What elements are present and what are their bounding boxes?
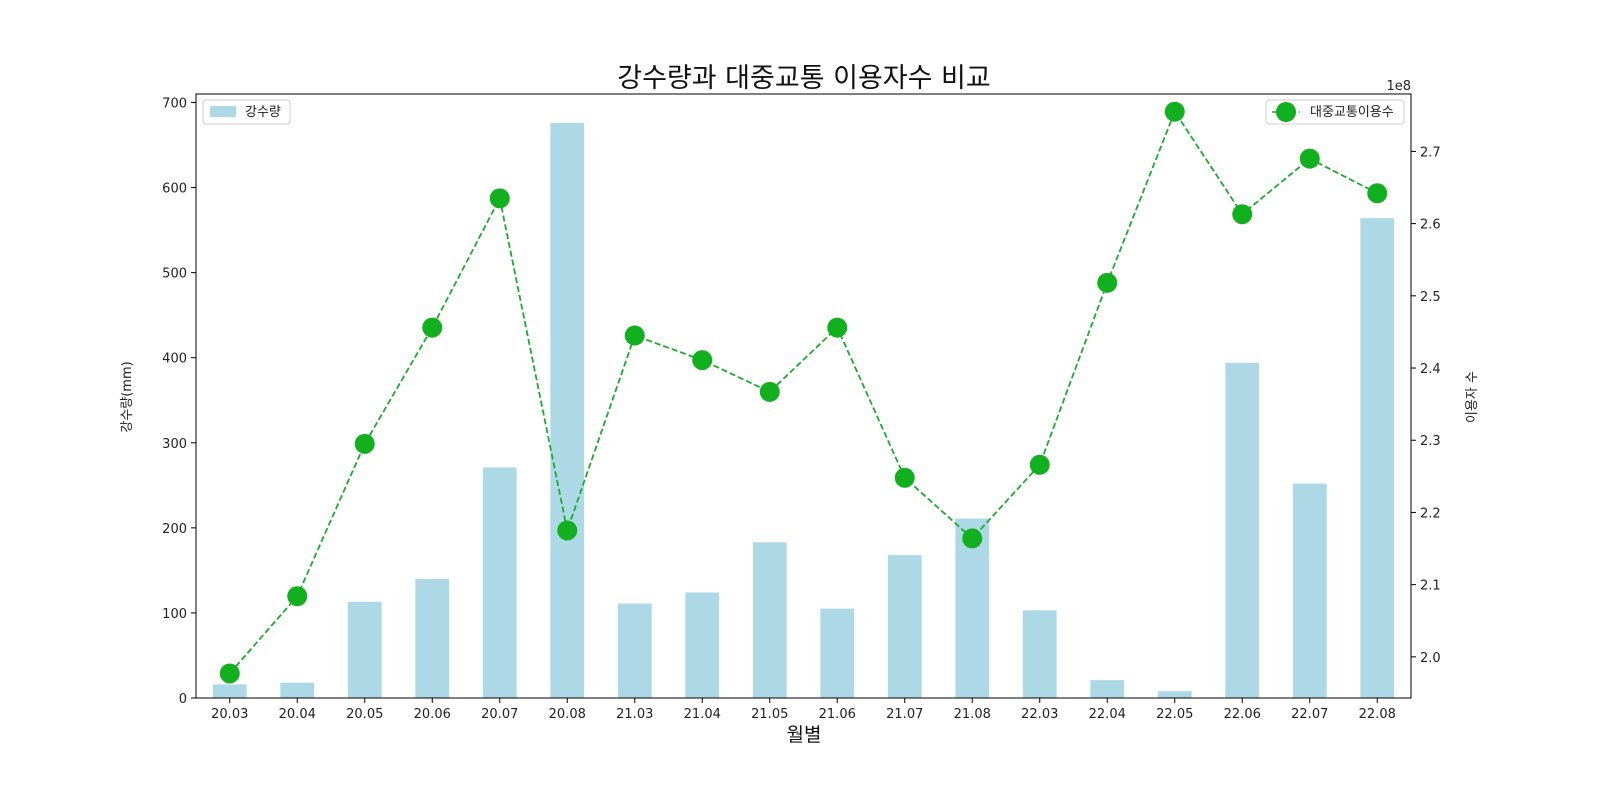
y-left-tick-label: 500 [162,267,187,282]
x-tick-label: 21.05 [751,707,788,722]
y-axis-left-title: 강수량(mm) [120,361,135,432]
legend-line-label: 대중교통이용수 [1310,105,1394,120]
x-tick-label: 22.03 [1021,707,1058,722]
y-axis-left: 0 100 200 300 400 500 600 700 [162,97,196,707]
y-left-tick-label: 300 [162,437,187,452]
line-point [827,317,848,338]
y-right-tick-label: 2.4 [1420,362,1441,377]
bar [887,555,922,698]
bar-series [212,122,1395,698]
bar [1225,362,1260,698]
line-point [489,188,510,209]
y-left-tick-label: 400 [162,352,187,367]
y-left-tick-label: 200 [162,522,187,537]
y-left-tick-label: 600 [162,182,187,197]
line-point [219,663,240,684]
legend-bar-label: 강수량 [245,105,281,120]
bar [1292,483,1327,698]
x-tick-label: 21.06 [819,707,856,722]
plot-frame [195,93,1412,699]
x-tick-label: 20.07 [481,707,518,722]
line-point [1299,148,1320,169]
chart-title: 강수량과 대중교통 이용자수 비교 [617,63,991,94]
x-tick-label: 22.06 [1224,707,1261,722]
line-point [557,520,578,541]
bar [820,608,855,698]
x-tick-label: 21.08 [954,707,991,722]
line-point [1232,204,1253,225]
bar [752,542,787,698]
x-tick-label: 22.05 [1156,707,1193,722]
x-tick-label: 21.07 [886,707,923,722]
x-tick-label: 20.08 [549,707,586,722]
y-right-tick-label: 2.1 [1420,579,1441,594]
y-left-tick-label: 0 [179,692,187,707]
line-point [1097,272,1118,293]
x-tick-label: 20.04 [279,707,316,722]
line-point [287,586,308,607]
y-right-tick-label: 2.3 [1420,434,1441,449]
x-tick-label: 22.07 [1291,707,1328,722]
bar [550,122,585,698]
bar [212,684,247,698]
legend-line-marker [1276,102,1296,122]
line-point [962,528,983,549]
line-series [219,101,1388,684]
legend-line-frame [1265,99,1405,125]
x-tick-label: 20.06 [414,707,451,722]
bar [1090,680,1125,698]
line-point [759,381,780,402]
bar [685,592,720,698]
x-tick-label: 20.03 [211,707,248,722]
y-axis-right-title: 이용자 수 [1465,371,1480,423]
line-point [692,350,713,371]
line-point [1367,183,1388,204]
x-axis: 20.03 20.04 20.05 20.06 20.07 20.08 21.03 21.04… [211,698,1396,722]
legend-bar: 강수량 [202,99,291,125]
x-axis-title: 월별 [787,724,822,746]
y-right-tick-label: 2.7 [1420,145,1441,160]
series-line [229,109,1378,675]
bar [1157,691,1192,698]
bar [1360,218,1395,698]
right-axis-multiplier: 1e8 [1386,79,1411,94]
line-point [354,433,375,454]
bar [347,601,382,698]
y-right-tick-label: 2.0 [1420,651,1441,666]
y-left-tick-label: 700 [162,97,187,112]
y-right-tick-label: 2.2 [1420,506,1441,521]
bar [1022,610,1057,698]
line-point [1029,454,1050,475]
line-point [894,467,915,488]
bar [482,467,517,698]
x-tick-label: 20.05 [346,707,383,722]
y-left-tick-label: 100 [162,607,187,622]
y-right-tick-label: 2.5 [1420,290,1441,305]
x-tick-label: 22.04 [1089,707,1126,722]
legend-bar-swatch [210,106,236,117]
y-right-tick-label: 2.6 [1420,218,1441,233]
bar [415,578,450,698]
legend-line: 대중교통이용수 [1265,99,1405,125]
line-point [624,325,645,346]
x-tick-label: 22.08 [1359,707,1396,722]
x-tick-label: 21.03 [616,707,653,722]
line-point [422,317,443,338]
x-tick-label: 21.04 [684,707,721,722]
bar [617,603,652,698]
line-point [1164,101,1185,122]
bar [280,682,315,698]
y-axis-right: 2.0 2.1 2.2 2.3 2.4 2.5 2.6 2.7 [1411,145,1441,666]
